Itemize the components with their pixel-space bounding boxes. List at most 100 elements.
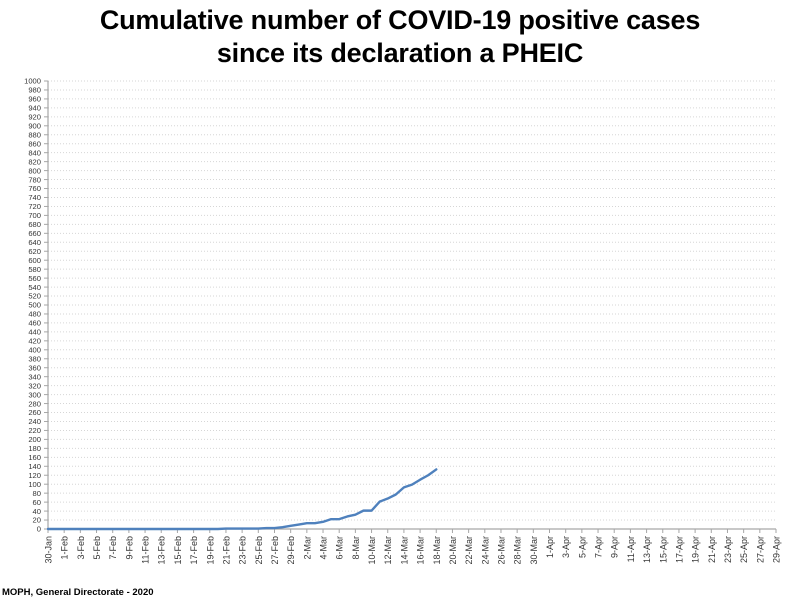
y-tick-label: 220 xyxy=(28,426,41,435)
y-tick-label: 800 xyxy=(28,166,41,175)
x-tick-label: 1-Apr xyxy=(545,536,555,558)
x-tick-label: 17-Feb xyxy=(189,536,199,565)
y-tick-label: 920 xyxy=(28,113,41,122)
y-tick-label: 240 xyxy=(28,417,41,426)
x-tick-label: 11-Feb xyxy=(141,536,151,564)
y-tick-label: 1000 xyxy=(24,77,41,86)
y-tick-label: 200 xyxy=(28,435,41,444)
y-tick-label: 120 xyxy=(28,471,41,480)
x-tick-label: 3-Apr xyxy=(561,536,571,558)
y-tick-label: 560 xyxy=(28,274,41,283)
x-tick-label: 9-Apr xyxy=(610,536,620,558)
y-tick-label: 380 xyxy=(28,354,41,363)
x-tick-label: 30-Mar xyxy=(529,536,539,565)
y-tick-label: 700 xyxy=(28,211,41,220)
y-tick-label: 160 xyxy=(28,453,41,462)
x-tick-label: 27-Feb xyxy=(270,536,280,565)
chart-title: Cumulative number of COVID-19 positive c… xyxy=(0,4,800,70)
x-tick-label: 19-Apr xyxy=(691,536,701,563)
y-tick-label: 620 xyxy=(28,247,41,256)
y-tick-label: 840 xyxy=(28,148,41,157)
x-tick-label: 7-Feb xyxy=(108,536,118,560)
y-tick-label: 900 xyxy=(28,122,41,131)
y-tick-label: 0 xyxy=(37,525,41,534)
x-tick-label: 7-Apr xyxy=(594,536,604,558)
x-tick-label: 2-Mar xyxy=(302,536,312,560)
x-tick-label: 4-Mar xyxy=(319,536,329,560)
y-tick-label: 760 xyxy=(28,184,41,193)
y-tick-label: 660 xyxy=(28,229,41,238)
x-tick-label: 20-Mar xyxy=(448,536,458,565)
x-tick-label: 13-Feb xyxy=(157,536,167,565)
x-tick-label: 9-Feb xyxy=(124,536,134,560)
x-tick-label: 24-Mar xyxy=(480,536,490,565)
y-tick-label: 280 xyxy=(28,399,41,408)
source-note: MOPH, General Directorate - 2020 xyxy=(2,587,154,598)
x-tick-label: 23-Feb xyxy=(238,536,248,565)
chart-title-line-2: since its declaration a PHEIC xyxy=(216,38,584,68)
x-tick-label: 6-Mar xyxy=(335,536,345,560)
y-tick-label: 400 xyxy=(28,346,41,355)
y-tick-label: 740 xyxy=(28,193,41,202)
x-tick-label: 29-Feb xyxy=(286,536,296,565)
y-tick-label: 340 xyxy=(28,372,41,381)
x-tick-label: 21-Feb xyxy=(221,536,231,565)
x-tick-label: 28-Mar xyxy=(513,536,523,565)
x-tick-label: 16-Mar xyxy=(416,536,426,565)
y-tick-label: 140 xyxy=(28,462,41,471)
x-tick-label: 15-Feb xyxy=(173,536,183,565)
y-tick-label: 780 xyxy=(28,175,41,184)
y-tick-label: 420 xyxy=(28,337,41,346)
y-tick-label: 720 xyxy=(28,202,41,211)
x-tick-label: 25-Feb xyxy=(254,536,264,565)
y-tick-label: 300 xyxy=(28,390,41,399)
y-tick-label: 180 xyxy=(28,444,41,453)
chart-title-line-1: Cumulative number of COVID-19 positive c… xyxy=(99,5,701,35)
y-tick-label: 520 xyxy=(28,292,41,301)
x-tick-label: 11-Apr xyxy=(626,536,636,562)
y-tick-label: 440 xyxy=(28,328,41,337)
y-tick-label: 320 xyxy=(28,381,41,390)
y-tick-label: 680 xyxy=(28,220,41,229)
y-tick-label: 60 xyxy=(33,498,41,507)
x-tick-label: 18-Mar xyxy=(432,536,442,565)
y-tick-label: 940 xyxy=(28,104,41,113)
x-tick-label: 21-Apr xyxy=(707,536,717,563)
y-tick-label: 260 xyxy=(28,408,41,417)
x-tick-label: 5-Apr xyxy=(577,536,587,558)
y-tick-label: 980 xyxy=(28,86,41,95)
x-tick-label: 25-Apr xyxy=(739,536,749,563)
x-tick-label: 12-Mar xyxy=(383,536,393,565)
cases-series-line xyxy=(46,468,438,531)
x-tick-label: 10-Mar xyxy=(367,536,377,565)
y-tick-label: 100 xyxy=(28,480,41,489)
x-tick-label: 22-Mar xyxy=(464,536,474,565)
x-tick-label: 14-Mar xyxy=(399,536,409,565)
x-tick-label: 13-Apr xyxy=(642,536,652,563)
x-tick-label: 23-Apr xyxy=(723,536,733,563)
x-tick-label: 27-Apr xyxy=(755,536,765,563)
x-tick-label: 15-Apr xyxy=(658,536,668,563)
y-tick-label: 20 xyxy=(33,516,41,525)
y-tick-label: 580 xyxy=(28,265,41,274)
y-tick-label: 500 xyxy=(28,301,41,310)
x-tick-label: 17-Apr xyxy=(674,536,684,563)
x-tick-label: 26-Mar xyxy=(496,536,506,565)
y-tick-label: 540 xyxy=(28,283,41,292)
y-tick-label: 960 xyxy=(28,95,41,104)
y-tick-label: 40 xyxy=(33,507,41,516)
x-tick-label: 1-Feb xyxy=(60,536,70,560)
y-tick-label: 460 xyxy=(28,319,41,328)
x-tick-label: 8-Mar xyxy=(351,536,361,560)
y-tick-label: 880 xyxy=(28,130,41,139)
x-tick-label: 5-Feb xyxy=(92,536,102,560)
x-tick-label: 3-Feb xyxy=(76,536,86,560)
y-tick-label: 640 xyxy=(28,238,41,247)
y-tick-label: 360 xyxy=(28,363,41,372)
y-tick-label: 80 xyxy=(33,489,41,498)
x-tick-label: 19-Feb xyxy=(205,536,215,565)
y-tick-label: 600 xyxy=(28,256,41,265)
